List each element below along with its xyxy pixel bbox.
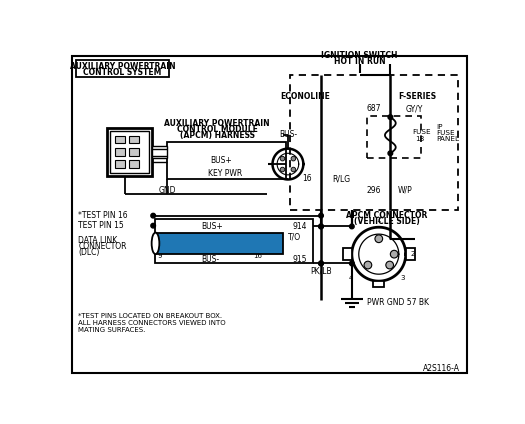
Text: 1: 1 [376,217,381,223]
Circle shape [390,250,398,258]
Text: PANEL: PANEL [437,137,459,142]
Text: APCM CONNECTOR: APCM CONNECTOR [346,211,427,220]
Text: BUS+: BUS+ [211,156,233,165]
Bar [155,233,282,254]
Text: *TEST PIN 16: *TEST PIN 16 [79,211,128,220]
Bar [155,219,313,263]
Bar [203,237,214,250]
Bar [110,131,149,173]
Text: 9: 9 [157,253,162,259]
Bar [107,128,152,176]
Text: 8: 8 [256,234,260,240]
Text: (DLC): (DLC) [79,248,100,257]
Text: FUSE: FUSE [412,129,430,136]
Text: IGNITION SWITCH: IGNITION SWITCH [321,51,398,60]
Circle shape [364,261,372,269]
Bar [406,248,415,260]
Text: DATA LINK: DATA LINK [79,236,118,245]
Circle shape [350,261,354,266]
Text: CONTROL SYSTEM: CONTROL SYSTEM [83,68,162,77]
Bar [175,237,186,250]
Bar [76,60,169,77]
Text: 915: 915 [292,255,307,264]
Bar [160,235,279,252]
Text: GY/Y: GY/Y [406,104,423,113]
Bar [290,75,458,209]
Text: ALL HARNESS CONNECTORS VIEWED INTO: ALL HARNESS CONNECTORS VIEWED INTO [79,320,226,326]
Bar [368,116,421,158]
Text: (VEHICLE SIDE): (VEHICLE SIDE) [354,218,419,226]
Bar [162,237,172,250]
Text: PWR GND 57 BK: PWR GND 57 BK [368,298,429,307]
Text: TEST PIN 15: TEST PIN 15 [79,221,124,230]
Text: 16: 16 [254,253,262,259]
Text: T/O: T/O [288,233,301,242]
Bar [129,160,139,168]
Bar [231,237,242,250]
Text: ECONOLINE: ECONOLINE [281,92,331,101]
Text: AUXILIARY POWERTRAIN: AUXILIARY POWERTRAIN [164,119,270,128]
Bar [373,281,384,287]
Circle shape [388,151,393,156]
Bar [129,148,139,156]
Circle shape [291,167,296,172]
Text: 3: 3 [401,275,405,281]
Text: 1: 1 [157,234,162,240]
Text: HOT IN RUN: HOT IN RUN [334,57,385,66]
Circle shape [291,156,296,161]
Circle shape [375,235,383,243]
Text: CONNECTOR: CONNECTOR [79,242,127,251]
Text: MATING SURFACES.: MATING SURFACES. [79,326,146,332]
Circle shape [319,261,323,266]
Circle shape [319,213,323,218]
Text: 296: 296 [366,186,381,195]
Circle shape [319,224,323,229]
Bar [114,160,125,168]
Text: R/LG: R/LG [333,174,351,183]
Text: 18: 18 [415,136,424,142]
Text: 687: 687 [366,104,381,113]
Text: GND: GND [159,186,176,195]
Ellipse shape [152,233,160,254]
Circle shape [280,156,285,161]
Circle shape [319,261,323,266]
Circle shape [319,224,323,229]
Text: 4: 4 [349,275,353,281]
Bar [190,237,200,250]
Text: (APCM) HARNESS: (APCM) HARNESS [180,131,255,140]
Text: BUS-: BUS- [202,255,220,264]
Text: W/P: W/P [398,186,413,195]
Bar [152,145,167,158]
Bar [259,237,269,250]
Text: FUSE: FUSE [437,130,455,136]
Bar [129,136,139,143]
Text: PK/LB: PK/LB [310,267,332,276]
Text: A2S116-A: A2S116-A [423,364,460,373]
Bar [114,148,125,156]
Text: F-SERIES: F-SERIES [398,92,436,101]
Circle shape [350,224,354,229]
Text: BUS-: BUS- [279,130,297,139]
Circle shape [388,115,393,120]
Circle shape [151,213,155,218]
Bar [217,237,228,250]
Text: IP: IP [437,124,443,130]
Text: 914: 914 [292,222,307,231]
Text: 2: 2 [411,251,415,257]
Bar [245,237,256,250]
Text: KEY PWR: KEY PWR [208,169,242,178]
Circle shape [280,167,285,172]
Text: *TEST PINS LOCATED ON BREAKOUT BOX.: *TEST PINS LOCATED ON BREAKOUT BOX. [79,313,223,319]
Circle shape [151,223,155,228]
Text: BUS+: BUS+ [202,222,224,231]
Text: AUXILIARY POWERTRAIN: AUXILIARY POWERTRAIN [70,62,175,71]
Text: CONTROL MODULE: CONTROL MODULE [176,125,258,134]
Bar [167,142,287,179]
Text: 16: 16 [302,174,312,183]
Bar [343,248,352,260]
Bar [114,136,125,143]
Circle shape [386,261,394,269]
